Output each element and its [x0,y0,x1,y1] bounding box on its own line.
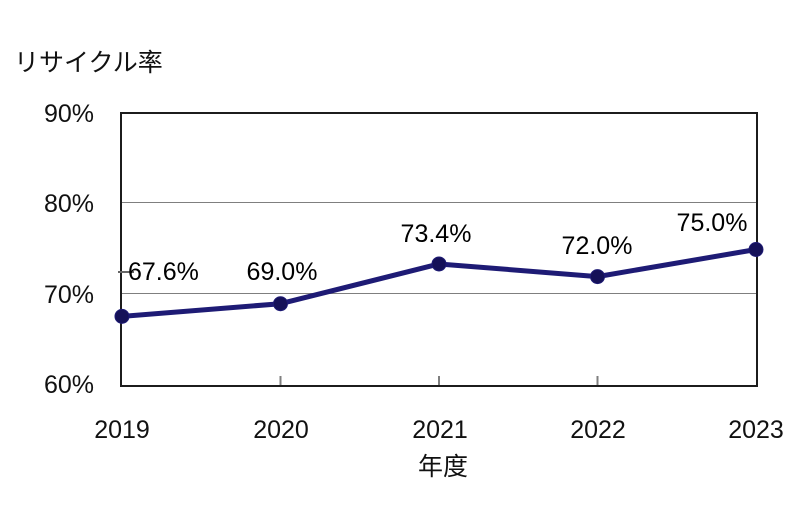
y-tick-label: 60% [43,371,94,399]
data-label: 73.4% [400,220,472,248]
data-point-marker [273,296,288,312]
x-tick-label: 2019 [94,416,150,444]
data-point-marker [114,308,130,324]
data-label: 67.6% [128,258,199,286]
data-point-marker [748,242,764,257]
x-tick-label: 2020 [253,416,309,444]
data-label: 69.0% [246,258,318,286]
data-label: 75.0% [676,209,748,237]
y-tick-label: 80% [43,190,94,218]
chart-title: リサイクル率 [14,49,163,77]
x-tick-label: 2021 [412,416,468,444]
gridline-70 [122,293,756,294]
data-label: 72.0% [561,232,633,260]
x-axis-title: 年度 [417,453,468,481]
x-tick-label: 2022 [570,416,626,444]
y-tick-label: 90% [43,100,94,128]
data-point-marker [590,269,605,285]
data-point-marker [431,256,447,272]
y-tick-label: 70% [43,281,94,309]
line-chart [114,242,764,385]
gridline-80 [122,202,756,203]
x-tick-label: 2023 [728,416,784,444]
plot-area [120,112,758,387]
